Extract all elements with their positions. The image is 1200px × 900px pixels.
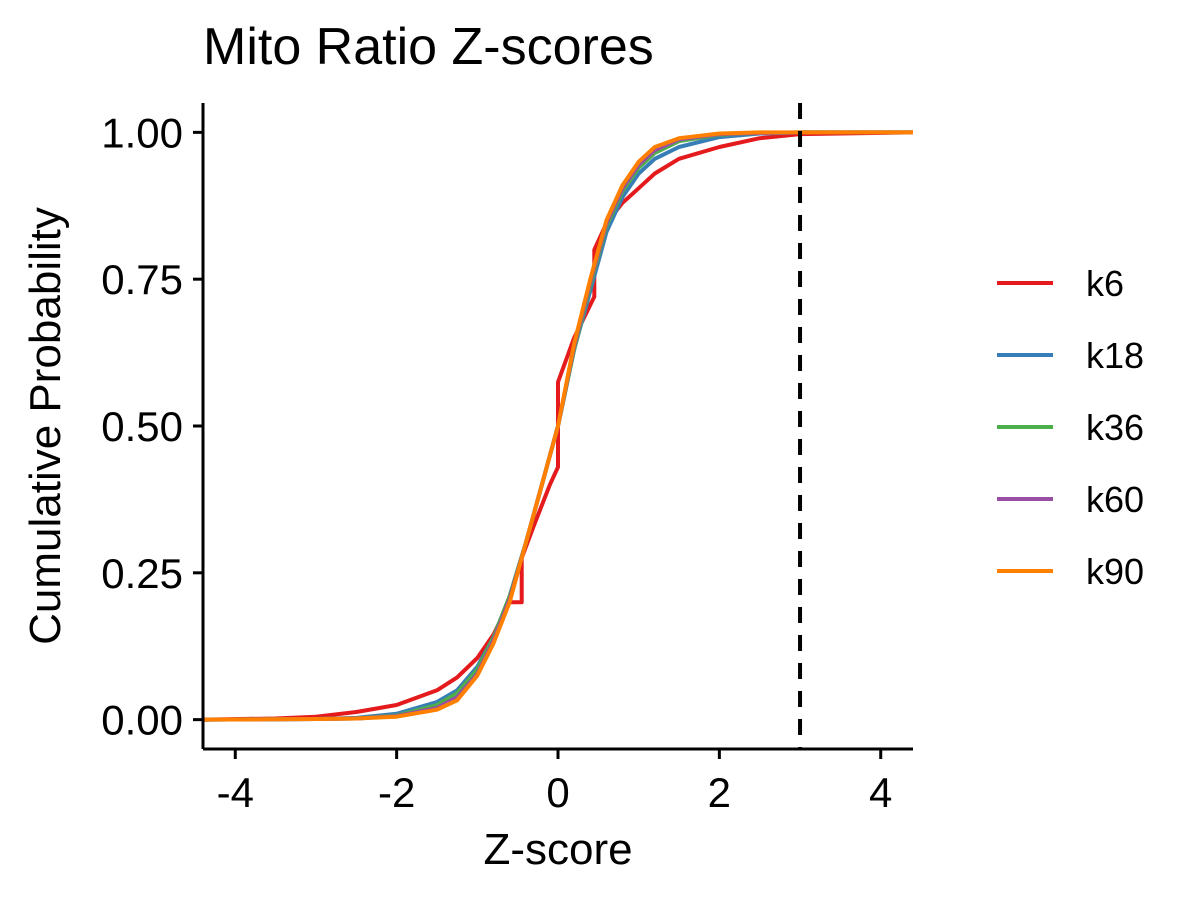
- legend-item-k60: k60: [997, 479, 1144, 520]
- legend: k6 k18 k36 k60 k90: [997, 263, 1144, 592]
- x-tick-label: -4: [217, 769, 254, 816]
- x-tick-label: 0: [546, 769, 569, 816]
- chart-title: Mito Ratio Z-scores: [203, 18, 654, 76]
- y-tick-label: 0.75: [101, 256, 183, 303]
- y-tick-label: 0.50: [101, 403, 183, 450]
- plot-panel: [203, 103, 913, 749]
- series-line-k6: [203, 130, 913, 722]
- y-tick-label: 1.00: [101, 109, 183, 156]
- axes: 0.00 0.25 0.50 0.75 1.00 -4 -2 0 2 4: [101, 103, 913, 816]
- legend-label-k60: k60: [1086, 479, 1144, 520]
- legend-label-k18: k18: [1086, 335, 1144, 376]
- x-tick-label: 4: [869, 769, 892, 816]
- y-axis-title: Cumulative Probability: [21, 207, 70, 645]
- y-tick-label: 0.00: [101, 697, 183, 744]
- legend-item-k6: k6: [997, 263, 1124, 304]
- x-axis-title: Z-score: [483, 825, 632, 874]
- legend-label-k36: k36: [1086, 407, 1144, 448]
- x-tick-label: 2: [708, 769, 731, 816]
- series-line-k90: [203, 130, 913, 722]
- legend-label-k6: k6: [1086, 263, 1124, 304]
- legend-item-k90: k90: [997, 551, 1144, 592]
- legend-label-k90: k90: [1086, 551, 1144, 592]
- y-tick-label: 0.25: [101, 550, 183, 597]
- x-tick-label: -2: [378, 769, 415, 816]
- legend-item-k18: k18: [997, 335, 1144, 376]
- legend-item-k36: k36: [997, 407, 1144, 448]
